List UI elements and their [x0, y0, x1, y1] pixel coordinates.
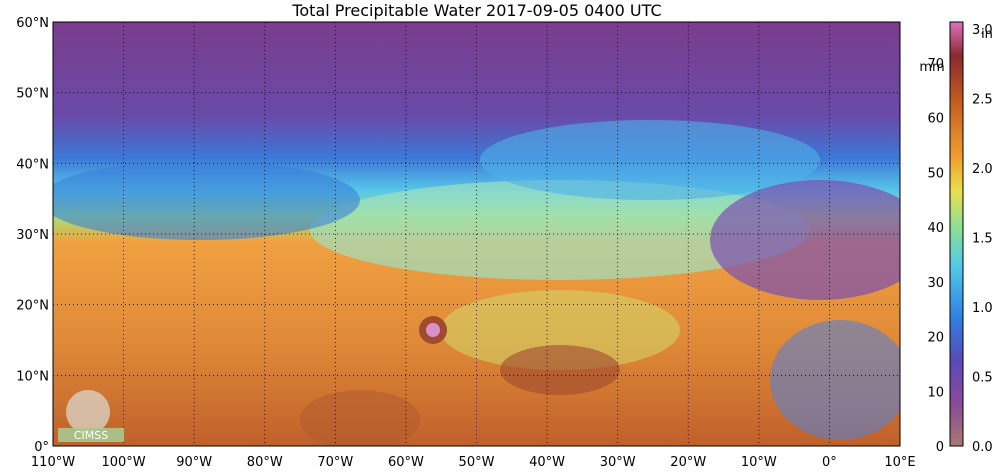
colorbar-mm-tick: 20	[927, 331, 944, 346]
lon-label: 70°W	[317, 455, 353, 470]
cimss-logo: CIMSS	[58, 390, 124, 442]
colorbar-in-tick: 0.5	[972, 371, 993, 386]
lon-label: 100°W	[101, 455, 145, 470]
lat-label: 30°N	[16, 228, 49, 243]
lon-label: 110°W	[31, 455, 75, 470]
tpw-field	[53, 22, 900, 446]
colorbar-mm-tick: 10	[927, 385, 944, 400]
colorbar-in-tick: 1.0	[972, 301, 993, 316]
colorbar-mm-tick: 40	[927, 221, 944, 236]
colorbar	[949, 21, 964, 447]
lon-label: 50°W	[459, 455, 495, 470]
colorbar-mm-tick: 70	[927, 57, 944, 72]
colorbar-in-tick: 3.0	[972, 23, 993, 38]
lat-label: 60°N	[16, 16, 49, 31]
lon-label: 30°W	[600, 455, 636, 470]
graticule	[53, 22, 900, 446]
colorbar-mm-tick: 60	[927, 112, 944, 127]
colorbar-in-tick: 2.0	[972, 162, 993, 177]
colorbar-mm-tick: 30	[927, 276, 944, 291]
colorbar-in-tick: 1.5	[972, 232, 993, 247]
map-title: Total Precipitable Water 2017-09-05 0400…	[291, 1, 661, 20]
lon-label: 60°W	[388, 455, 424, 470]
colorbar-mm-unit: mm	[919, 60, 944, 75]
lon-label: 10°E	[884, 455, 915, 470]
lon-label: 90°W	[176, 455, 212, 470]
lat-label: 40°N	[16, 157, 49, 172]
lat-label: 50°N	[16, 87, 49, 102]
map-frame	[52, 21, 901, 447]
colorbar-mm-tick: 50	[927, 166, 944, 181]
lon-label: 20°W	[670, 455, 706, 470]
lon-label: 40°W	[529, 455, 565, 470]
logo-text: CIMSS	[74, 429, 108, 442]
lon-label: 10°W	[741, 455, 777, 470]
lat-label: 10°N	[16, 369, 49, 384]
lat-label: 20°N	[16, 299, 49, 314]
colorbar-mm-tick: 0	[936, 440, 944, 455]
lon-label: 80°W	[247, 455, 283, 470]
colorbar-in-tick: 2.5	[972, 93, 993, 108]
lat-label: 0°	[34, 440, 49, 455]
colorbar-in-tick: 0.0	[972, 440, 993, 455]
colorbar-in-unit: in	[981, 27, 993, 42]
lon-label: 0°	[822, 455, 837, 470]
